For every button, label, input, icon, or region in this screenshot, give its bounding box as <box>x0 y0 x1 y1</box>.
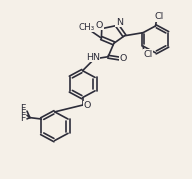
Text: F: F <box>20 114 25 123</box>
Text: Cl: Cl <box>154 12 164 21</box>
Text: N: N <box>116 18 123 27</box>
Text: O: O <box>119 54 127 63</box>
Text: F: F <box>20 109 25 118</box>
Text: CH₃: CH₃ <box>79 23 95 32</box>
Text: O: O <box>96 21 103 30</box>
Text: HN: HN <box>86 53 100 62</box>
Text: F: F <box>20 104 25 113</box>
Text: Cl: Cl <box>143 50 152 59</box>
Text: O: O <box>83 101 90 110</box>
